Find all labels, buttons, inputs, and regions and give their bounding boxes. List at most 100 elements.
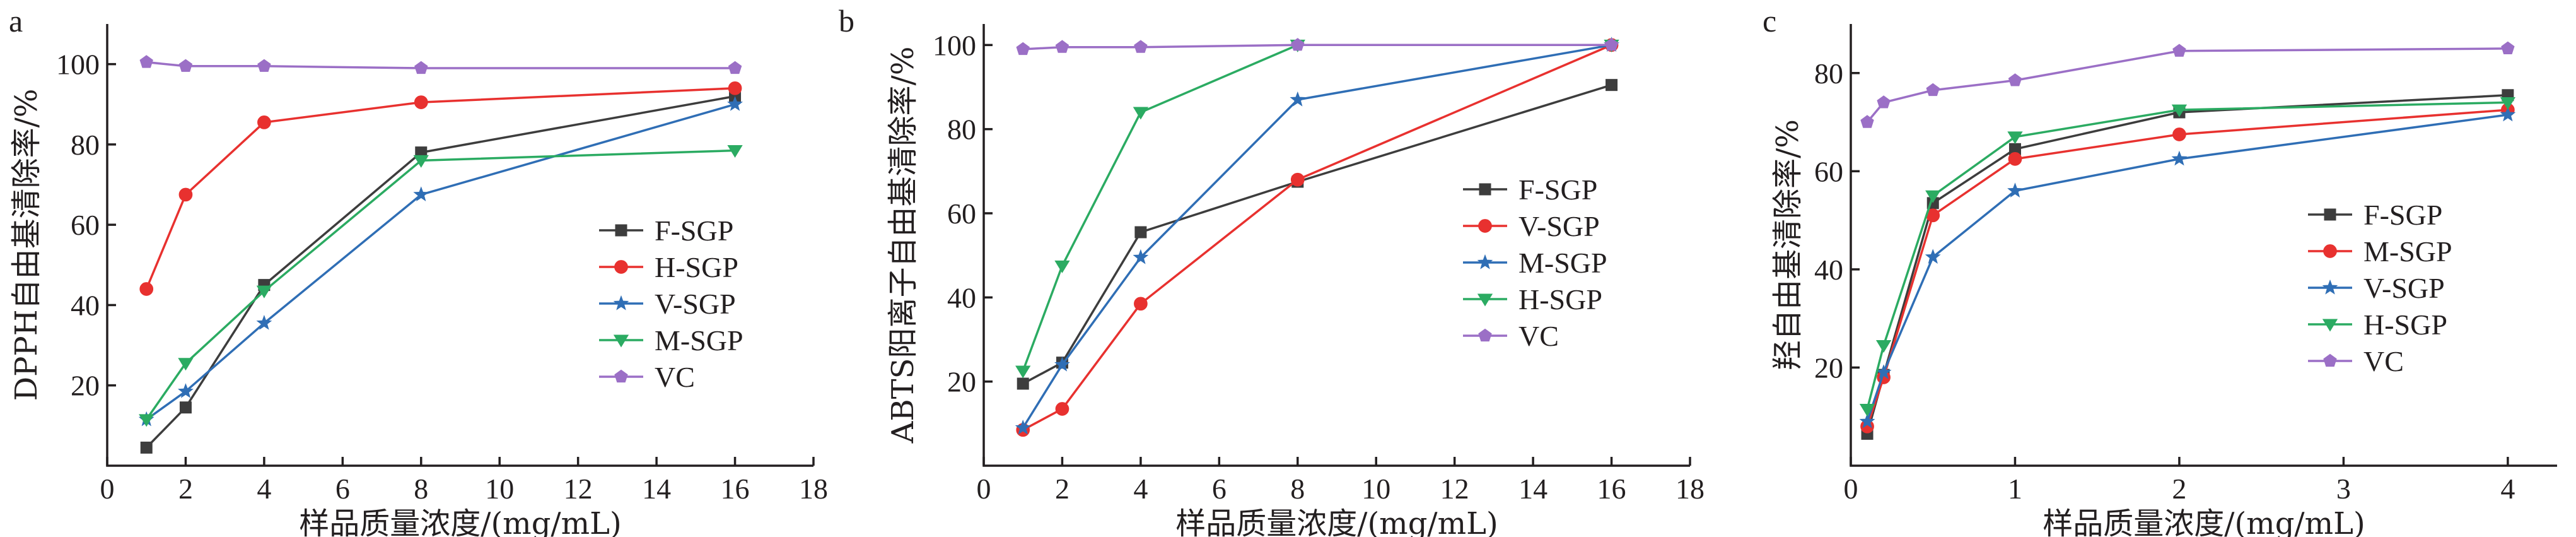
y-axis-label: 羟自由基清除率/% — [1770, 119, 1805, 370]
data-point — [1054, 260, 1070, 273]
legend-label: V-SGP — [655, 288, 736, 320]
x-tick-label: 2 — [2172, 473, 2186, 505]
data-point — [1875, 339, 1892, 353]
data-point — [1133, 249, 1149, 264]
chart-panel-b: b 0 2 4 6 8 10 12 14 16 18 20 40 60 80 100 样品质量浓度/(mg/mL… — [839, 3, 1705, 537]
data-point — [1015, 365, 1031, 379]
data-point — [2500, 97, 2516, 110]
series-line — [145, 149, 735, 420]
y-tick-label: 80 — [71, 129, 100, 161]
legend-marker — [1477, 254, 1493, 269]
data-point — [1859, 413, 1875, 428]
y-axis-label: DPPH自由基清除率/% — [9, 89, 44, 401]
legend-label: M-SGP — [2363, 235, 2452, 268]
axis-frame — [982, 24, 1690, 467]
legend-label: VC — [2363, 345, 2404, 377]
y-tick-label: 80 — [947, 114, 976, 146]
data-point — [1606, 79, 1618, 91]
x-tick-label: 2 — [1055, 473, 1069, 505]
x-tick-label: 0 — [1844, 473, 1858, 505]
legend-marker — [614, 260, 628, 274]
series-line — [1023, 44, 1612, 50]
data-point — [413, 155, 429, 168]
y-tick-label: 20 — [71, 370, 100, 402]
data-point — [1054, 357, 1070, 372]
data-point — [413, 186, 429, 201]
series-H-SGP — [139, 81, 742, 296]
legend-marker — [1479, 183, 1491, 196]
data-point — [2008, 152, 2022, 166]
data-point — [1926, 83, 1940, 97]
series-VC — [1860, 41, 2515, 128]
data-point — [1860, 115, 1874, 128]
data-point — [139, 414, 154, 427]
legend-label: VC — [655, 361, 695, 393]
legend-label: M-SGP — [1518, 247, 1607, 279]
legend-marker — [2322, 319, 2338, 332]
data-point — [1017, 377, 1029, 390]
chart-panel-a: a 0 2 4 6 8 10 12 14 16 18 20 40 60 80 100 样品质量浓度/(mg/mL… — [9, 3, 828, 537]
legend-marker — [614, 369, 628, 383]
series-V-SGP — [138, 96, 743, 427]
legend: F-SGP V-SGP M-SGP H-SGP VC — [1463, 174, 1607, 352]
series-V-SGP — [1859, 106, 2516, 428]
data-point — [1290, 172, 1305, 187]
data-point — [139, 282, 154, 296]
x-tick-label: 16 — [1597, 473, 1626, 505]
legend-label: VC — [1518, 320, 1559, 352]
panel-letter: c — [1763, 3, 1776, 38]
legend-marker — [1478, 328, 1492, 342]
legend-label: F-SGP — [655, 215, 733, 247]
data-point — [256, 315, 272, 330]
data-point — [2171, 104, 2188, 117]
data-point — [1134, 297, 1148, 311]
x-tick-label: 12 — [564, 473, 593, 505]
series-F-SGP — [140, 90, 742, 454]
data-point — [2501, 41, 2515, 54]
data-point — [257, 115, 271, 129]
series-M-SGP — [139, 145, 743, 427]
legend-marker — [615, 224, 627, 237]
data-point — [179, 401, 192, 414]
data-point — [2172, 44, 2186, 57]
legend: F-SGP M-SGP V-SGP H-SGP VC — [2308, 199, 2452, 377]
x-tick-label: 10 — [1361, 473, 1390, 505]
data-point — [139, 55, 153, 68]
data-point — [178, 59, 193, 72]
series-line — [1866, 101, 2508, 410]
x-tick-label: 18 — [799, 473, 828, 505]
legend-label: M-SGP — [655, 324, 743, 357]
legend-label: H-SGP — [2363, 309, 2447, 341]
x-tick-label: 0 — [100, 473, 115, 505]
data-point — [727, 145, 743, 158]
data-point — [728, 81, 742, 95]
data-point — [2007, 182, 2023, 198]
legend-label: V-SGP — [2363, 272, 2445, 304]
y-axis-label: ABTS阳离子自由基清除率/% — [885, 47, 921, 444]
x-tick-label: 14 — [1518, 473, 1547, 505]
x-tick-label: 16 — [721, 473, 750, 505]
legend-label: F-SGP — [1518, 174, 1597, 206]
data-point — [140, 441, 153, 454]
legend-marker — [1477, 293, 1493, 307]
legend-label: F-SGP — [2363, 199, 2442, 231]
x-tick-label: 4 — [1133, 473, 1148, 505]
x-tick-label: 4 — [257, 473, 271, 505]
data-point — [414, 95, 428, 109]
y-tick-label: 40 — [947, 281, 976, 314]
data-point — [178, 187, 193, 202]
legend-marker — [2322, 279, 2338, 295]
data-point — [1134, 226, 1147, 239]
data-point — [728, 61, 742, 74]
legend-label: H-SGP — [655, 251, 738, 283]
legend: F-SGP H-SGP V-SGP M-SGP VC — [599, 215, 743, 393]
y-tick-label: 100 — [933, 29, 976, 61]
y-tick-label: 80 — [1814, 57, 1843, 90]
y-tick-label: 60 — [947, 198, 976, 230]
y-tick-label: 100 — [56, 49, 100, 81]
legend-marker — [2324, 208, 2336, 221]
data-point — [1015, 420, 1031, 435]
data-point — [2007, 131, 2023, 145]
data-point — [1877, 95, 1891, 109]
